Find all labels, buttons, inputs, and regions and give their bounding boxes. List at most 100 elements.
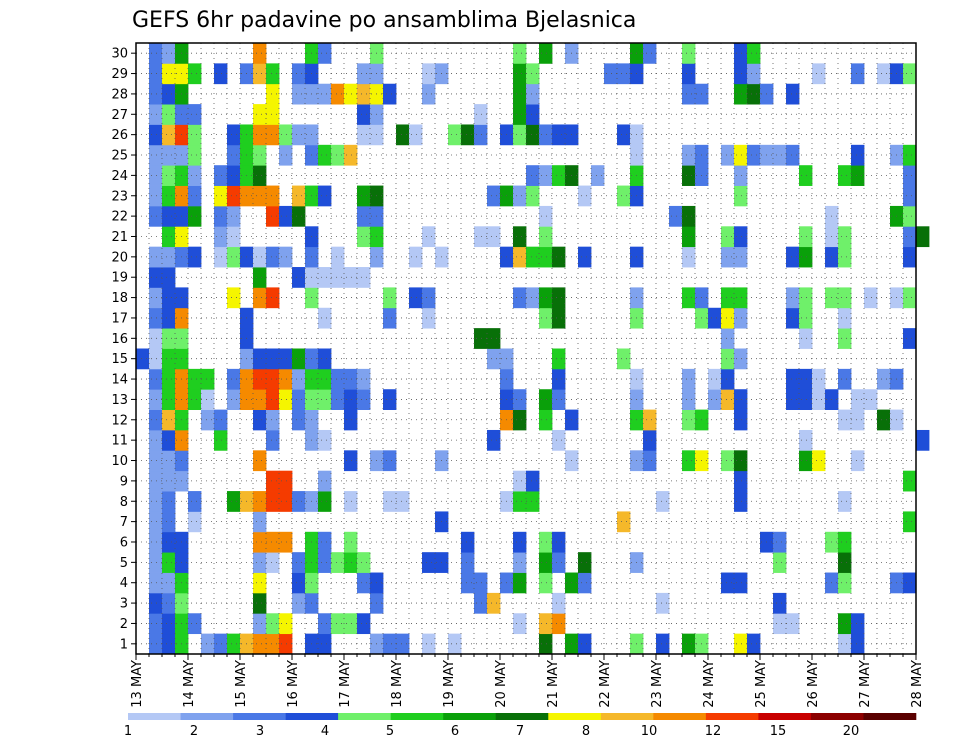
heatmap-cell <box>903 246 917 268</box>
heatmap-cell <box>253 531 267 553</box>
colorbar-label: 3 <box>256 724 264 739</box>
colorbar-swatch <box>810 713 864 720</box>
heatmap-cell <box>552 552 566 573</box>
heatmap-cell <box>786 307 800 329</box>
x-date-label: 27 MAY <box>858 660 873 708</box>
heatmap-cell <box>227 246 241 268</box>
heatmap-cell <box>253 511 267 533</box>
heatmap-cell <box>487 185 501 207</box>
heatmap-cell <box>149 429 163 451</box>
heatmap-cell <box>357 389 371 410</box>
heatmap-cell <box>253 267 267 288</box>
heatmap-cell <box>214 633 228 655</box>
heatmap-cell <box>253 43 267 64</box>
heatmap-cell <box>292 348 306 370</box>
heatmap-cell <box>318 267 332 288</box>
heatmap-cell <box>266 287 280 309</box>
heatmap-cell <box>279 470 293 492</box>
heatmap-cell <box>578 246 592 268</box>
heatmap-cell <box>812 63 826 85</box>
heatmap-cell <box>188 205 202 227</box>
heatmap-cell <box>227 633 241 655</box>
heatmap-cell <box>344 450 358 472</box>
colorbar-swatch <box>285 713 339 720</box>
heatmap-cell <box>188 613 202 635</box>
heatmap-cell <box>851 63 865 85</box>
heatmap-cell <box>903 144 917 166</box>
heatmap-cell <box>253 185 267 207</box>
heatmap-cell <box>279 633 293 655</box>
heatmap-cell <box>201 389 215 410</box>
heatmap-cell <box>539 409 553 431</box>
heatmap-cell <box>513 185 527 207</box>
heatmap-cell <box>682 43 696 64</box>
heatmap-cell <box>162 144 176 166</box>
heatmap-cell <box>643 43 657 64</box>
heatmap-cell <box>552 592 566 614</box>
heatmap-cell <box>578 633 592 655</box>
heatmap-cell <box>149 63 163 85</box>
heatmap-cell <box>617 124 631 146</box>
heatmap-cell <box>318 633 332 655</box>
heatmap-cell <box>838 226 852 248</box>
heatmap-cell <box>266 205 280 227</box>
y-tick-label: 1 <box>120 637 128 652</box>
heatmap-cell <box>734 83 748 105</box>
heatmap-cell <box>279 348 293 370</box>
heatmap-cell <box>734 43 748 64</box>
heatmap-cell <box>253 409 267 431</box>
heatmap-cell <box>253 450 267 472</box>
heatmap-cell <box>799 226 813 248</box>
heatmap-cell <box>838 165 852 186</box>
heatmap-cell <box>799 246 813 268</box>
heatmap-cell <box>734 633 748 655</box>
y-tick-label: 6 <box>120 535 128 550</box>
heatmap-cell <box>162 104 176 125</box>
heatmap-cell <box>838 572 852 594</box>
heatmap-cell <box>903 328 917 349</box>
colorbar-swatch <box>653 713 707 720</box>
heatmap-cell <box>734 348 748 370</box>
heatmap-cell <box>539 633 553 655</box>
y-tick-label: 5 <box>120 556 128 571</box>
heatmap-cell <box>747 144 761 166</box>
heatmap-cell <box>331 267 345 288</box>
heatmap-cell <box>643 429 657 451</box>
heatmap-cell <box>318 144 332 166</box>
heatmap-cell <box>279 491 293 512</box>
heatmap-cell <box>279 531 293 553</box>
y-tick-label: 10 <box>111 454 128 469</box>
heatmap-cell <box>383 287 397 309</box>
colorbar-label: 7 <box>516 724 524 739</box>
heatmap-cell <box>916 429 930 451</box>
heatmap-cell <box>526 470 540 492</box>
heatmap-cell <box>318 185 332 207</box>
heatmap-cell <box>552 368 566 390</box>
heatmap-cell <box>344 368 358 390</box>
heatmap-cell <box>578 552 592 573</box>
heatmap-cell <box>422 287 436 309</box>
heatmap-cell <box>799 389 813 410</box>
heatmap-cell <box>214 205 228 227</box>
heatmap-cell <box>838 368 852 390</box>
colorbar-swatch <box>233 713 286 720</box>
heatmap-cell <box>149 470 163 492</box>
heatmap-cell <box>227 226 241 248</box>
heatmap-cell <box>526 246 540 268</box>
heatmap-cell <box>682 389 696 410</box>
heatmap-cell <box>903 470 917 492</box>
heatmap-cell <box>279 368 293 390</box>
heatmap-cell <box>201 368 215 390</box>
heatmap-cell <box>422 633 436 655</box>
heatmap-cell <box>721 572 735 594</box>
heatmap-cell <box>799 368 813 390</box>
heatmap-cell <box>864 287 878 309</box>
heatmap-cell <box>526 165 540 186</box>
heatmap-cell <box>656 592 670 614</box>
heatmap-cell <box>786 287 800 309</box>
heatmap-cell <box>292 205 306 227</box>
heatmap-cell <box>851 144 865 166</box>
heatmap-cell <box>149 613 163 635</box>
heatmap-cell <box>799 287 813 309</box>
heatmap-cell <box>318 43 332 64</box>
